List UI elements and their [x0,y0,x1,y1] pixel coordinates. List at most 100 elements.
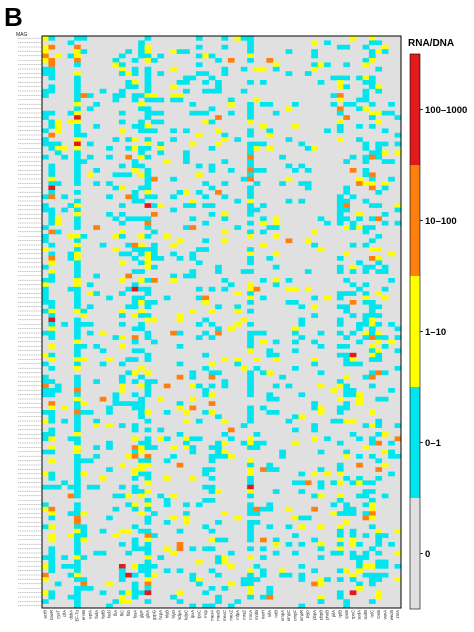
heatmap-cell [208,308,216,314]
heatmap-cell [362,282,370,288]
heatmap-cell [54,119,62,125]
heatmap-cell [42,234,49,239]
heatmap-cell [368,115,376,120]
heatmap-cell [362,146,370,151]
heatmap-cell [247,392,254,398]
heatmap-cell [368,238,376,244]
heatmap-cell [150,119,158,125]
heatmap-cell [343,251,351,257]
heatmap-cell [74,58,81,63]
heatmap-cell [67,40,75,46]
heatmap-cell [336,344,344,349]
heatmap-cell [61,418,68,424]
heatmap-cell [368,264,376,270]
heatmap-cell [42,225,49,230]
heatmap-cell [272,234,280,239]
heatmap-cell [138,278,145,283]
heatmap-cell [298,414,306,420]
heatmap-cell [74,137,81,142]
heatmap-cell [368,203,376,208]
heatmap-cell [144,445,152,450]
heatmap-cell [202,317,209,323]
heatmap-cell [247,234,254,239]
heatmap-cell [144,590,152,596]
heatmap-cell [336,577,344,582]
heatmap-cell [150,278,158,283]
heatmap-cell [336,330,344,336]
heatmap-cell [343,216,351,222]
heatmap-cell [381,185,389,191]
heatmap-cell [375,154,383,160]
heatmap-cell [74,330,81,336]
heatmap-cell [74,269,81,274]
heatmap-cell [247,212,254,217]
heatmap-cell [298,304,306,310]
heatmap-cell [131,300,139,305]
heatmap-cell [112,93,120,98]
heatmap-cell [48,449,56,455]
heatmap-cell [42,53,49,59]
heatmap-cell [183,190,190,195]
heatmap-cell [144,225,152,230]
heatmap-cell [54,484,62,490]
heatmap-cell [247,546,254,552]
legend-swatch [410,387,420,499]
heatmap-cell [336,256,344,261]
heatmap-cell [86,304,94,310]
heatmap-cell [317,216,325,222]
heatmap-cell [247,484,254,490]
heatmap-cell [144,383,152,389]
heatmap-cell [381,493,389,499]
heatmap-cell [138,234,145,239]
heatmap-cell [74,568,81,574]
heatmap-cell [157,493,165,499]
heatmap-cell [74,203,81,208]
heatmap-cell [189,269,197,274]
heatmap-cell [195,295,203,301]
heatmap-cell [74,102,81,107]
heatmap-cell [131,168,139,173]
heatmap-cell [125,286,133,292]
heatmap-cell [131,335,139,340]
heatmap-cell [48,190,56,195]
heatmap-cell [150,300,158,305]
heatmap-cell [112,137,120,142]
heatmap-cell [343,603,351,609]
heatmap-cell [131,423,139,428]
heatmap-cell [74,264,81,270]
heatmap-cell [349,388,357,393]
heatmap-cell [349,300,357,305]
heatmap-cell [292,102,299,107]
heatmap-cell [195,247,203,252]
heatmap-cell [144,489,152,494]
heatmap-cell [240,317,248,323]
heatmap-cell [138,308,145,314]
heatmap-cell [285,176,293,182]
heatmap-cell [227,550,235,556]
heatmap-cell [356,476,363,481]
heatmap-cell [298,480,306,486]
heatmap-cell [42,286,49,292]
heatmap-cell [272,537,280,543]
heatmap-cell [138,511,145,516]
heatmap-cell [74,361,81,367]
column-tick-label: EF-Tu [75,609,80,621]
heatmap-cell [349,282,357,288]
heatmap-cell [362,93,370,98]
heatmap-cell [362,317,370,323]
heatmap-cell [195,44,203,50]
heatmap-cell [131,454,139,459]
heatmap-cell [381,462,389,468]
heatmap-cell [343,203,351,208]
heatmap-cell [375,84,383,90]
heatmap-cell [144,49,152,54]
heatmap-cell [48,559,56,565]
heatmap-cell [74,75,81,81]
heatmap-cell [74,572,81,578]
heatmap-cell [138,300,145,305]
heatmap-cell [298,542,306,547]
heatmap-cell [144,550,152,556]
heatmap-cell [221,418,229,424]
heatmap-cell [368,454,376,459]
legend-swatch [410,165,420,277]
